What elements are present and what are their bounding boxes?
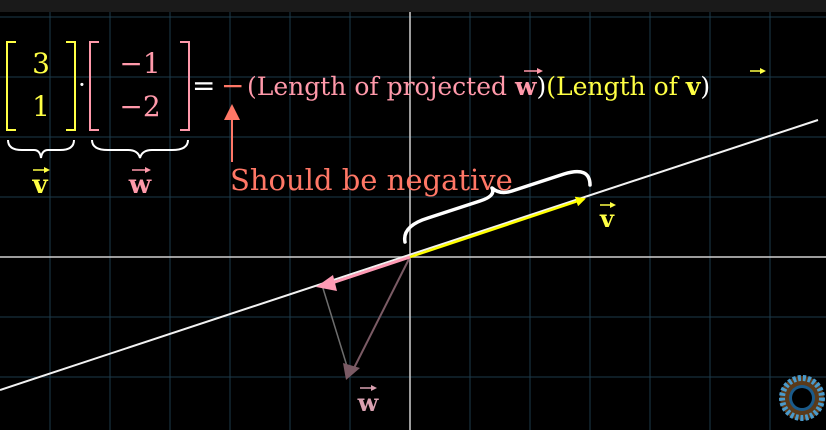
projected-w-arrowhead <box>316 275 337 291</box>
v-matrix-top: 3 <box>32 47 50 80</box>
negative-sign: − <box>221 69 244 102</box>
w-label-arrowhead <box>371 385 377 391</box>
v-under-arrowhead <box>44 167 50 173</box>
v-matrix-bottom: 1 <box>32 90 50 123</box>
equals-sign: = <box>192 69 215 102</box>
v-symbol: v <box>685 72 702 101</box>
v-matrix-right-bracket <box>66 41 76 131</box>
v-eq-arrowhead <box>760 68 766 74</box>
v-vector-label: v <box>599 204 615 233</box>
v-vector <box>409 196 586 259</box>
annotation-text: Should be negative <box>230 163 513 197</box>
v-length-brace <box>402 169 592 244</box>
v-underbrace-label: v <box>31 170 48 200</box>
close-paren-2: ) <box>700 72 710 101</box>
w-under-arrowhead <box>145 167 151 173</box>
projection-line <box>0 119 819 391</box>
w-vector-label: w <box>357 388 380 417</box>
w-symbol: w <box>514 72 538 101</box>
equation-rhs: (Length of projected w)(Length of v) <box>247 72 710 101</box>
dot-operator: · <box>78 71 86 99</box>
close-paren-1: ) <box>536 72 546 101</box>
w-matrix-top: −1 <box>119 47 160 80</box>
annotation-arrowhead-icon <box>224 104 240 120</box>
w-matrix-left-bracket <box>89 41 99 131</box>
v-length-text: (Length of <box>546 72 686 101</box>
top-bar <box>0 0 826 12</box>
projected-length-text: (Length of projected <box>247 72 515 101</box>
v-label-arrowhead <box>610 202 616 208</box>
w-matrix-right-bracket <box>180 41 190 131</box>
w-underbrace <box>91 139 189 159</box>
projected-w-vector-line <box>331 255 411 285</box>
w-underbrace-label: w <box>128 170 152 200</box>
w-vector-line <box>351 256 411 373</box>
w-eq-arrowhead <box>537 68 543 74</box>
w-matrix-bottom: −2 <box>119 90 160 123</box>
v-underbrace <box>7 139 75 159</box>
v-matrix-left-bracket <box>6 41 16 131</box>
w-vector-arrowhead <box>343 363 360 380</box>
perpendicular-drop-line <box>321 284 351 377</box>
pi-creature-eye-icon <box>779 375 825 421</box>
